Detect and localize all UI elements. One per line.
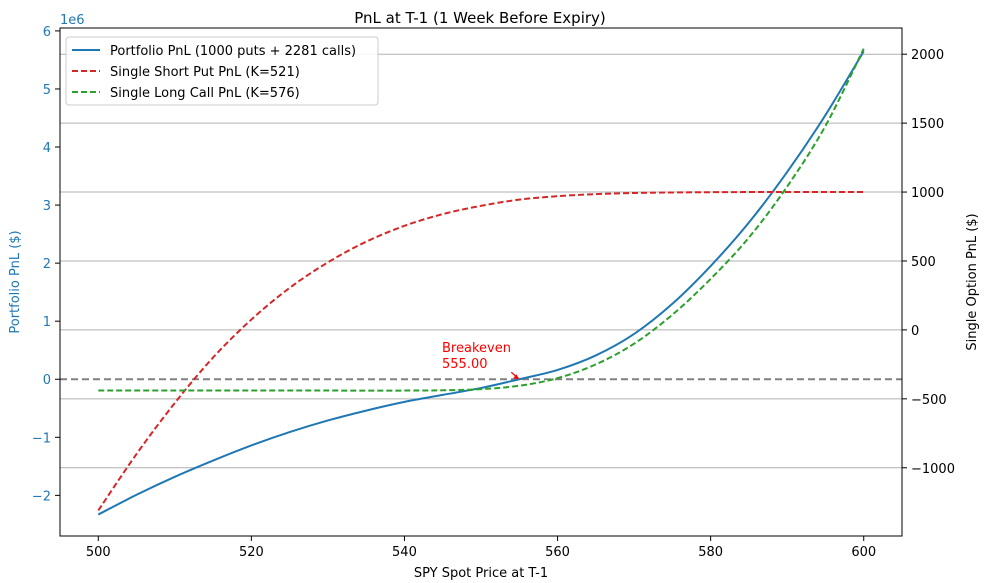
- left-y-tick-label: −1: [32, 431, 51, 446]
- right-y-tick-label: 1000: [911, 186, 944, 201]
- breakeven-label: Breakeven: [442, 341, 511, 356]
- left-y-tick-label: 2: [43, 257, 51, 272]
- legend-label-1: Single Short Put PnL (K=521): [110, 65, 300, 80]
- x-tick-label: 520: [239, 545, 264, 560]
- legend-label-0: Portfolio PnL (1000 puts + 2281 calls): [110, 44, 356, 59]
- series-line-2: [98, 48, 865, 392]
- series-line-1: [97, 191, 864, 512]
- left-axis-label: Portfolio PnL ($): [8, 230, 23, 333]
- x-tick-label: 600: [851, 545, 876, 560]
- right-y-tick-label: −500: [911, 393, 947, 408]
- x-tick-label: 540: [392, 545, 417, 560]
- x-tick-label: 560: [545, 545, 570, 560]
- axes: 500 520 540 560 580 600 −2 −1 0 1 2 3 4 5 6 −1000 −500 0 5…: [32, 25, 955, 560]
- left-axis-multiplier: 1e6: [60, 13, 85, 28]
- legend-label-2: Single Long Call PnL (K=576): [110, 86, 300, 101]
- left-y-tick-label: 1: [43, 315, 51, 330]
- grid-lines: [60, 53, 902, 469]
- breakeven-value: 555.00: [442, 357, 488, 372]
- right-y-tick-label: 2000: [911, 48, 944, 63]
- series-line-0: [97, 50, 865, 516]
- x-axis-label: SPY Spot Price at T-1: [414, 566, 548, 581]
- right-y-tick-label: 1500: [911, 117, 944, 132]
- left-y-tick-label: 6: [43, 25, 51, 40]
- right-y-tick-label: 0: [911, 324, 919, 339]
- legend-box: [65, 36, 379, 106]
- left-y-tick-label: 4: [43, 141, 51, 156]
- x-tick-label: 580: [698, 545, 723, 560]
- plot-frame: [59, 27, 903, 537]
- right-axis-label: Single Option PnL ($): [965, 213, 980, 350]
- left-y-tick-label: 0: [43, 373, 51, 388]
- left-y-tick-label: 5: [43, 83, 51, 98]
- x-tick-label: 500: [86, 545, 111, 560]
- left-y-tick-label: 3: [43, 199, 51, 214]
- right-y-tick-label: 500: [911, 255, 936, 270]
- chart-title: PnL at T-1 (1 Week Before Expiry): [354, 9, 606, 27]
- left-y-tick-label: −2: [32, 489, 51, 504]
- legend: Portfolio PnL (1000 puts + 2281 calls) Si…: [65, 36, 379, 106]
- series-lines: [97, 48, 865, 516]
- right-y-tick-label: −1000: [911, 462, 955, 477]
- breakeven-arrow-head: [513, 374, 520, 380]
